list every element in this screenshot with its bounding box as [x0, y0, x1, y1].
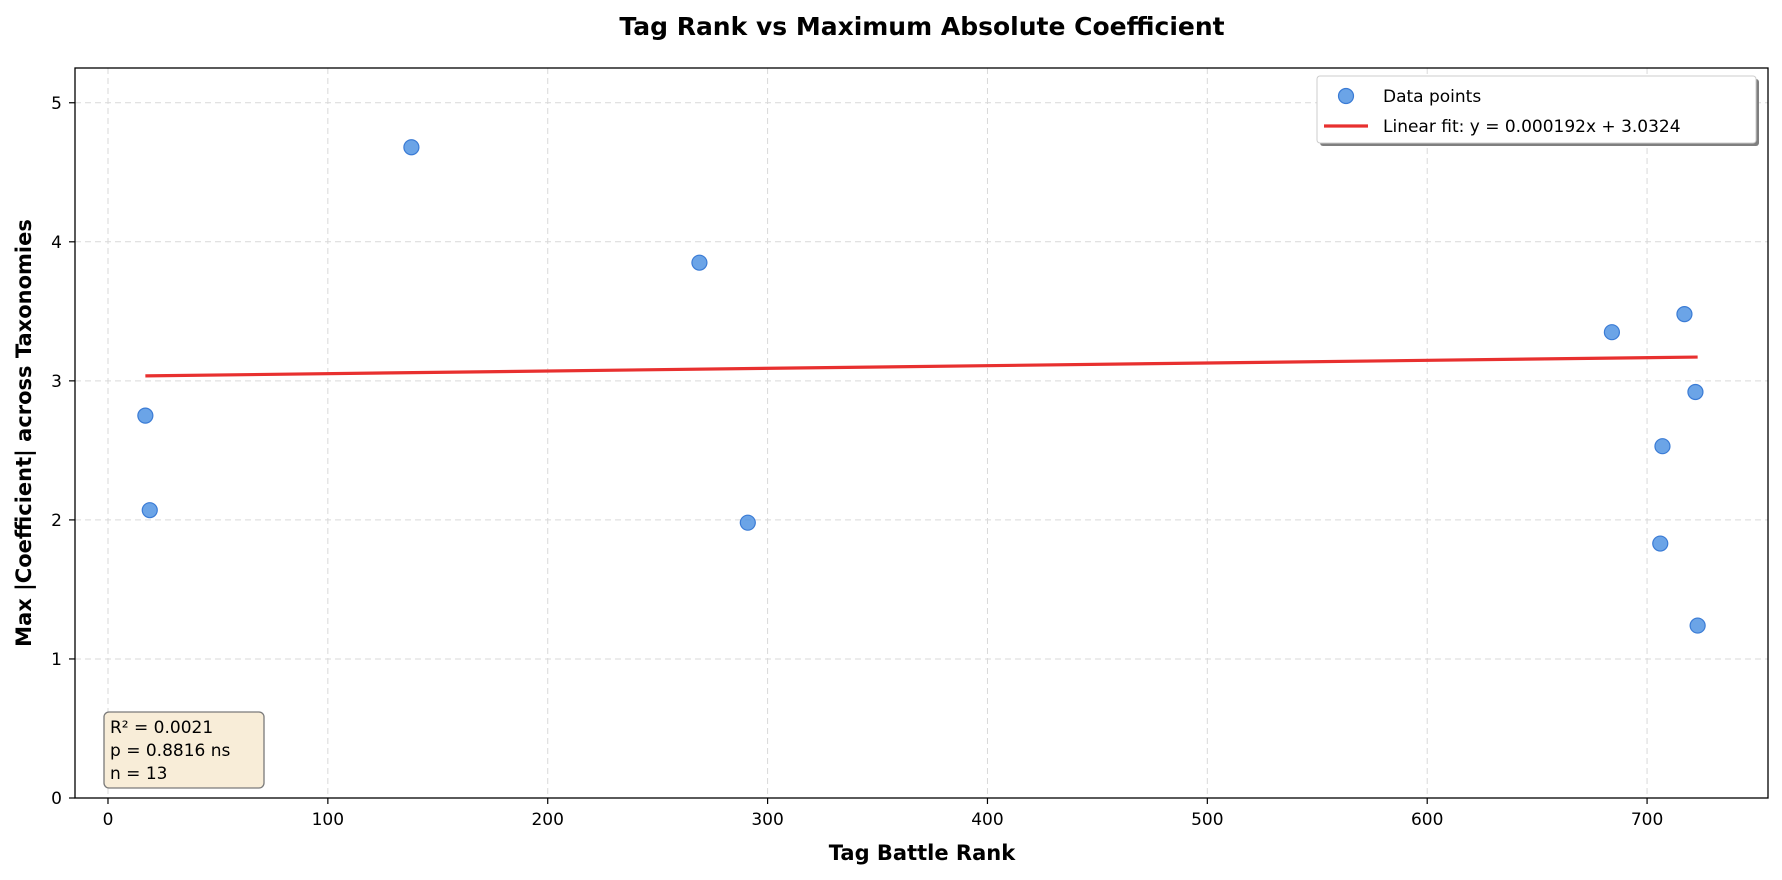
data-point [1676, 306, 1693, 323]
data-point [141, 502, 158, 519]
x-tick-label: 500 [1191, 810, 1223, 830]
chart-title: Tag Rank vs Maximum Absolute Coefficient [619, 12, 1224, 41]
stats-p-value: p = 0.8816 ns [110, 741, 231, 761]
legend: Data points Linear fit: y = 0.000192x + … [1316, 75, 1759, 146]
stats-n: n = 13 [110, 764, 167, 784]
data-point [1689, 617, 1706, 634]
y-tick-label: 4 [51, 233, 62, 253]
x-tick-label: 300 [751, 810, 783, 830]
data-point [403, 139, 420, 156]
legend-label-linear-fit: Linear fit: y = 0.000192x + 3.0324 [1383, 117, 1681, 137]
data-point [691, 254, 708, 271]
x-tick-label: 600 [1411, 810, 1443, 830]
data-point [1603, 324, 1620, 341]
x-axis-ticks: 0 100 200 300 400 500 600 700 [103, 798, 1663, 830]
y-tick-label: 2 [51, 511, 62, 531]
data-point [1654, 438, 1671, 455]
plot-area-frame [74, 67, 1769, 799]
data-points [137, 139, 1706, 634]
legend-box [1316, 75, 1757, 144]
data-point [1687, 383, 1704, 401]
stats-annotation: R² = 0.0021 p = 0.8816 ns n = 13 [103, 711, 265, 789]
stats-box [103, 711, 265, 789]
x-tick-label: 100 [312, 810, 344, 830]
x-axis-label: Tag Battle Rank [829, 841, 1016, 865]
data-point [739, 514, 756, 531]
x-tick-label: 400 [971, 810, 1003, 830]
y-tick-label: 5 [51, 94, 62, 114]
y-tick-label: 1 [51, 650, 62, 670]
x-tick-label: 700 [1631, 810, 1663, 830]
grid [75, 68, 1768, 799]
data-point [1652, 535, 1669, 552]
stats-r-squared: R² = 0.0021 [110, 718, 213, 738]
data-point [137, 407, 154, 424]
x-tick-label: 0 [103, 810, 114, 830]
legend-marker-data-points [1337, 87, 1355, 105]
y-tick-label: 3 [51, 372, 62, 392]
legend-label-data-points: Data points [1383, 87, 1481, 107]
y-axis-label: Max |Coefficient| across Taxonomies [12, 219, 37, 647]
x-tick-label: 200 [531, 810, 563, 830]
y-axis-ticks: 0 1 2 3 4 5 [51, 94, 75, 809]
linear-fit-line [145, 355, 1698, 378]
y-tick-label: 0 [51, 789, 62, 809]
